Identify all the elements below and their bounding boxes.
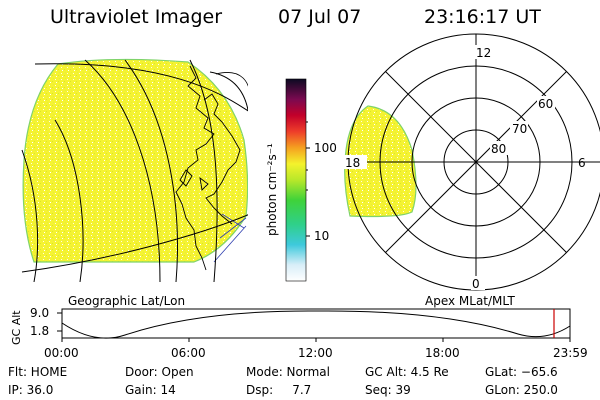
altitude-ytick-9: 9.0 — [30, 306, 50, 320]
xtick-0000: 00:00 — [44, 346, 79, 360]
auroral-image-left — [22, 58, 248, 263]
status-gain: Gain: 14 — [125, 383, 176, 397]
status-mode: Mode: Normal — [246, 365, 330, 379]
instrument-title: Ultraviolet Imager — [50, 6, 223, 28]
status-dsp: Dsp: 7.7 — [246, 383, 312, 397]
status-gcalt: GC Alt: 4.5 Re — [365, 365, 449, 379]
mlt-label-12: 12 — [476, 46, 492, 60]
altitude-ytick-1-8: 1.8 — [30, 324, 50, 338]
xtick-0600: 06:00 — [171, 346, 206, 360]
mlat-label-60: 60 — [538, 97, 554, 111]
status-ip: IP: 36.0 — [8, 383, 54, 397]
status-seq: Seq: 39 — [365, 383, 411, 397]
date-label: 07 Jul 07 — [278, 6, 362, 28]
status-glon: GLon: 250.0 — [485, 383, 558, 397]
xtick-1800: 18:00 — [425, 346, 460, 360]
colorbar — [285, 78, 307, 282]
polar-plot — [343, 33, 600, 291]
mlat-label-70: 70 — [512, 122, 528, 136]
coastline — [175, 65, 241, 271]
left-panel-caption: Geographic Lat/Lon — [68, 294, 186, 308]
mlt-label-6: 6 — [578, 156, 586, 170]
mlt-label-18: 18 — [345, 156, 361, 170]
altitude-ylabel: GC Alt — [10, 310, 23, 345]
right-panel-caption: Apex MLat/MLT — [425, 294, 515, 308]
mlat-label-80: 80 — [491, 142, 507, 156]
colorbar-unit-label: photon cm⁻²s⁻¹ — [265, 143, 279, 236]
mlt-label-0: 0 — [472, 277, 480, 291]
status-door: Door: Open — [125, 365, 194, 379]
graticule — [21, 59, 248, 282]
xtick-1200: 12:00 — [298, 346, 333, 360]
status-flt: Flt: HOME — [8, 365, 68, 379]
time-label: 23:16:17 UT — [424, 6, 541, 28]
altitude-curve — [61, 310, 571, 339]
colorbar-tick-100: 100 — [314, 141, 337, 155]
altitude-strip — [57, 308, 571, 342]
colorbar-tick-10: 10 — [314, 229, 330, 243]
xtick-2359: 23:59 — [553, 346, 588, 360]
status-glat: GLat: −65.6 — [485, 365, 558, 379]
geographic-map — [21, 58, 248, 282]
